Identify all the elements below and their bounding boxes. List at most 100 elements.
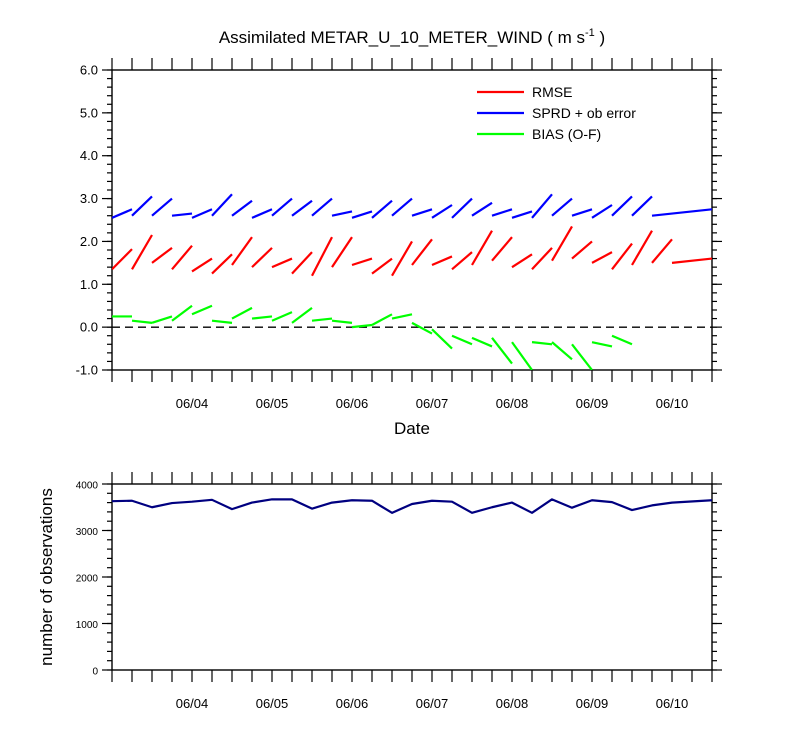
series-line-segment (151, 197, 173, 217)
y-tick-label: 5.0 (80, 105, 98, 120)
x-tick-label: 06/04 (176, 396, 209, 411)
y-tick-label: 2.0 (80, 234, 98, 249)
series-line-segment (511, 210, 533, 219)
series-line-segment (371, 257, 393, 275)
series-line-segment (351, 257, 373, 267)
series-line-segment (431, 204, 453, 219)
series-line-segment (331, 210, 353, 217)
series-line-segment (211, 253, 233, 275)
legend-label: BIAS (O-F) (532, 126, 601, 142)
series-line-segment (491, 208, 513, 217)
series-line-segment (611, 195, 633, 217)
y-tick-label: 2000 (76, 574, 99, 585)
series-line-segment (511, 253, 533, 269)
series-line (112, 498, 712, 514)
chart-title: Assimilated METAR_U_10_METER_WIND ( m s-… (219, 27, 605, 47)
series-line-segment (191, 257, 213, 273)
series-line-segment (171, 212, 193, 217)
series-line-segment (351, 323, 373, 329)
series-line-segment (351, 210, 373, 219)
plot-frame (111, 69, 713, 371)
series-line-segment (151, 246, 173, 264)
series-sprd-ob-error (112, 193, 712, 219)
series-line-segment (571, 240, 593, 260)
top-chart-panel: 6.0 5.0 4.0 3.0 2.0 1.0 0.0 -1.0 06/04 06/05 06/06… (76, 58, 722, 438)
series-line-segment (331, 236, 353, 268)
series-line-segment (451, 251, 473, 271)
y-tick-label: 3.0 (80, 191, 98, 206)
series-line-segment (251, 315, 273, 320)
legend: RMSE SPRD + ob error BIAS (O-F) (477, 84, 636, 142)
series-line-segment (511, 341, 533, 370)
series-line-segment (411, 321, 433, 335)
x-tick-label: 06/05 (256, 696, 289, 711)
series-line-segment (191, 208, 213, 219)
series-line-segment (371, 313, 393, 326)
y-tick-label: 0 (92, 667, 98, 678)
y-tick-label: 3000 (76, 527, 99, 538)
series-observations (112, 498, 712, 514)
x-axis-label: Date (394, 419, 430, 438)
x-tick-label: 06/05 (256, 396, 289, 411)
y-tick-label: 0.0 (80, 320, 98, 335)
series-line-segment (231, 236, 253, 266)
series-line-segment (231, 306, 253, 320)
x-tick-label: 06/09 (576, 696, 609, 711)
series-bias-o-f- (112, 304, 633, 370)
series-line-segment (211, 319, 233, 324)
series-line-segment (551, 341, 573, 361)
series-line-segment (391, 313, 413, 320)
series-line-segment (671, 257, 712, 264)
legend-label: SPRD + ob error (532, 105, 636, 121)
series-line-segment (231, 199, 253, 217)
series-line-segment (291, 199, 313, 217)
y-tick-label: 4000 (76, 481, 99, 492)
series-line-segment (591, 341, 613, 348)
y-tick-label: 4.0 (80, 148, 98, 163)
x-tick-label: 06/06 (336, 396, 369, 411)
series-line-segment (291, 251, 313, 275)
x-tick-label: 06/10 (656, 396, 689, 411)
series-line-segment (551, 197, 573, 217)
x-tick-label: 06/06 (336, 696, 369, 711)
series-line-segment (251, 208, 273, 219)
plot-area (112, 193, 712, 370)
series-line-segment (191, 304, 213, 316)
x-tick-label: 06/04 (176, 696, 209, 711)
x-tick-label: 06/08 (496, 696, 529, 711)
series-line-segment (431, 328, 453, 350)
series-line-segment (151, 315, 173, 324)
x-tick-label: 06/07 (416, 696, 449, 711)
series-line-segment (371, 199, 393, 219)
series-line-segment (491, 337, 513, 365)
series-line-segment (471, 230, 493, 266)
series-line-segment (411, 238, 433, 266)
series-line-segment (531, 247, 553, 271)
y-tick-label: 1.0 (80, 277, 98, 292)
y-tick-label: -1.0 (76, 363, 98, 378)
series-line-segment (471, 201, 493, 217)
series-line-segment (471, 336, 493, 348)
x-tick-label: 06/08 (496, 396, 529, 411)
series-line-segment (631, 195, 653, 217)
series-line-segment (551, 225, 573, 262)
tick-marks (102, 472, 722, 682)
x-tick-label: 06/10 (656, 696, 689, 711)
series-line-segment (611, 242, 633, 270)
series-line-segment (411, 208, 433, 217)
series-line-segment (651, 238, 673, 264)
legend-label: RMSE (532, 84, 572, 100)
series-line-segment (171, 245, 193, 270)
series-line-segment (171, 304, 193, 322)
x-tick-label: 06/07 (416, 396, 449, 411)
series-line-segment (391, 197, 413, 217)
series-line-segment (311, 197, 333, 217)
series-line-segment (611, 334, 633, 346)
y-axis-label: number of observations (37, 488, 56, 666)
plot-area (112, 498, 712, 514)
series-line-segment (391, 240, 413, 277)
series-line-segment (131, 195, 153, 217)
series-line-segment (651, 208, 712, 217)
series-line-segment (431, 255, 453, 267)
